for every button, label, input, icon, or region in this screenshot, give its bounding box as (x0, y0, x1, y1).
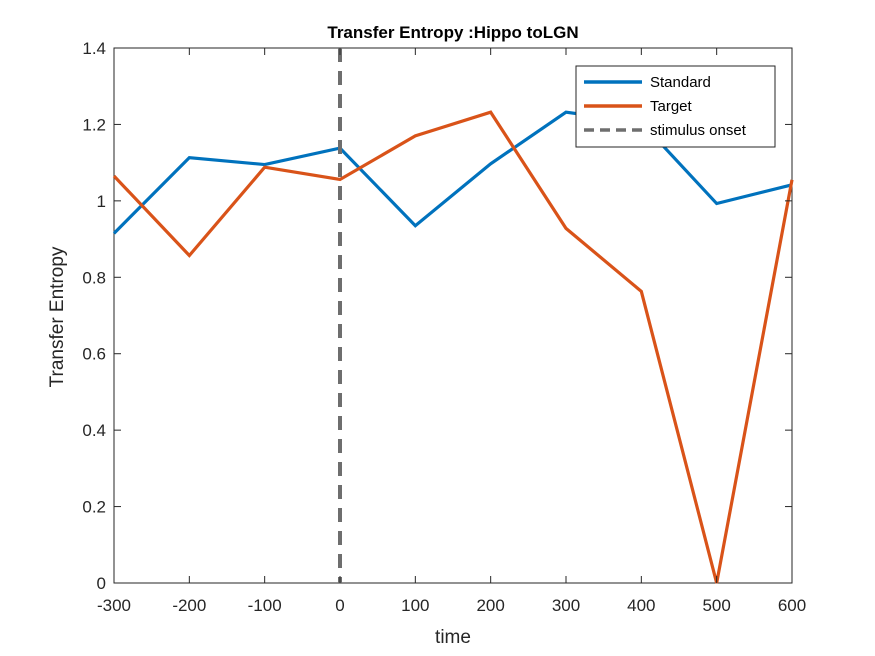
y-tick-label: 0.2 (82, 498, 106, 517)
series-line-standard (112, 110, 793, 235)
y-tick-label: 0.4 (82, 421, 106, 440)
y-tick-label: 1 (97, 192, 106, 211)
x-axis-label: time (435, 627, 471, 648)
y-tick-label: 0 (97, 574, 106, 593)
x-tick-label: 100 (401, 596, 429, 615)
series-line-target (112, 110, 794, 584)
x-axis-ticks: -300 -200 -100 0 100 200 300 400 500 600 (97, 48, 806, 615)
x-tick-label: 400 (627, 596, 655, 615)
chart-title: Transfer Entropy :Hippo toLGN (327, 23, 578, 42)
legend: Standard Target stimulus onset (575, 65, 776, 148)
legend-label: Target (650, 98, 693, 115)
x-tick-label: -100 (248, 596, 282, 615)
x-tick-label: 0 (335, 596, 344, 615)
y-axis-label: Transfer Entropy (47, 246, 68, 387)
y-tick-label: 1.2 (82, 115, 106, 134)
y-tick-label: 0.8 (82, 268, 106, 287)
x-tick-label: 200 (476, 596, 504, 615)
legend-label: Standard (650, 74, 711, 91)
x-tick-label: -200 (172, 596, 206, 615)
x-tick-label: 600 (778, 596, 806, 615)
y-tick-label: 0.6 (82, 345, 106, 364)
y-tick-label: 1.4 (82, 39, 106, 58)
x-tick-label: 500 (702, 596, 730, 615)
x-tick-label: -300 (97, 596, 131, 615)
legend-label: stimulus onset (650, 122, 747, 139)
y-axis-ticks: 0 0.2 0.4 0.6 0.8 1 1.2 1.4 (82, 39, 792, 593)
x-tick-label: 300 (552, 596, 580, 615)
